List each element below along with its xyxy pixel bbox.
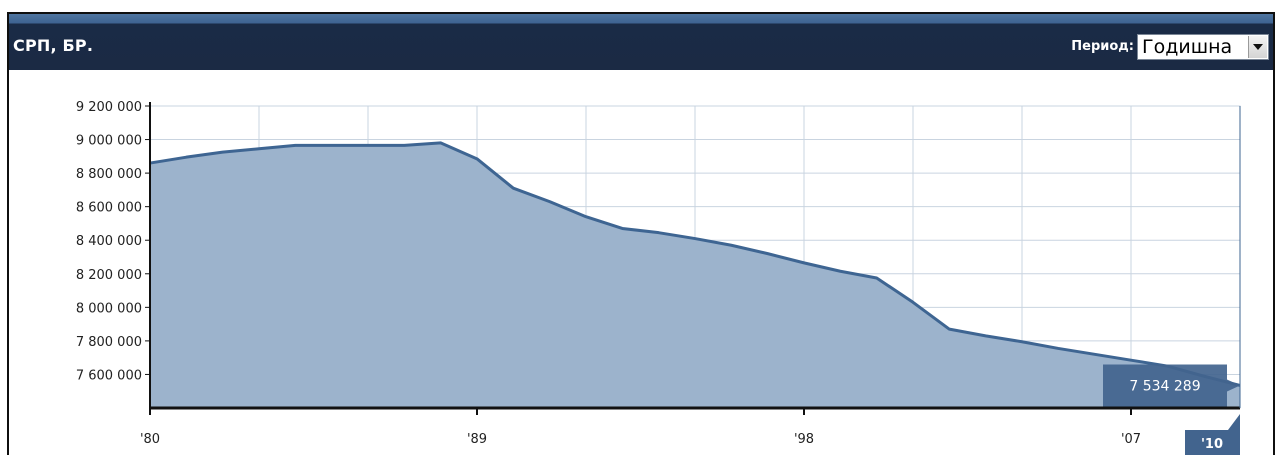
y-tick-label: 8 600 000 [76, 201, 142, 216]
chart-title: СРП, БР. [13, 36, 94, 55]
x-tick-label: '98 [794, 432, 814, 447]
chart-axes [145, 102, 1241, 415]
y-tick-label: 9 000 000 [76, 134, 142, 149]
y-tick-label: 9 200 000 [76, 100, 142, 115]
y-tick-label: 8 400 000 [76, 234, 142, 249]
x-tick-label: '89 [467, 432, 487, 447]
last-value-callout [1103, 364, 1240, 407]
period-select[interactable]: Годишна [1137, 34, 1269, 60]
y-tick-label: 7 800 000 [76, 335, 142, 350]
current-year-badge [1185, 414, 1240, 455]
chart-header: СРП, БР. Период: Годишна [9, 14, 1273, 70]
y-tick-label: 8 000 000 [76, 301, 142, 316]
current-year-label: '10 [1201, 437, 1223, 452]
series-line [149, 141, 1241, 387]
series-area [150, 142, 1240, 408]
x-tick-label: '80 [140, 432, 160, 447]
y-tick-label: 7 600 000 [76, 368, 142, 383]
period-select-value: Годишна [1142, 36, 1233, 58]
last-value-label: 7 534 289 [1129, 378, 1200, 394]
chart-series [149, 141, 1241, 408]
chart-labels: 9 200 000 9 000 000 8 800 000 8 600 000 8 40… [76, 100, 1240, 455]
y-tick-label: 8 800 000 [76, 167, 142, 182]
period-label: Период: [1071, 39, 1134, 54]
x-tick-label: '07 [1121, 432, 1141, 447]
chevron-down-icon[interactable] [1248, 36, 1267, 58]
y-tick-label: 8 200 000 [76, 268, 142, 283]
